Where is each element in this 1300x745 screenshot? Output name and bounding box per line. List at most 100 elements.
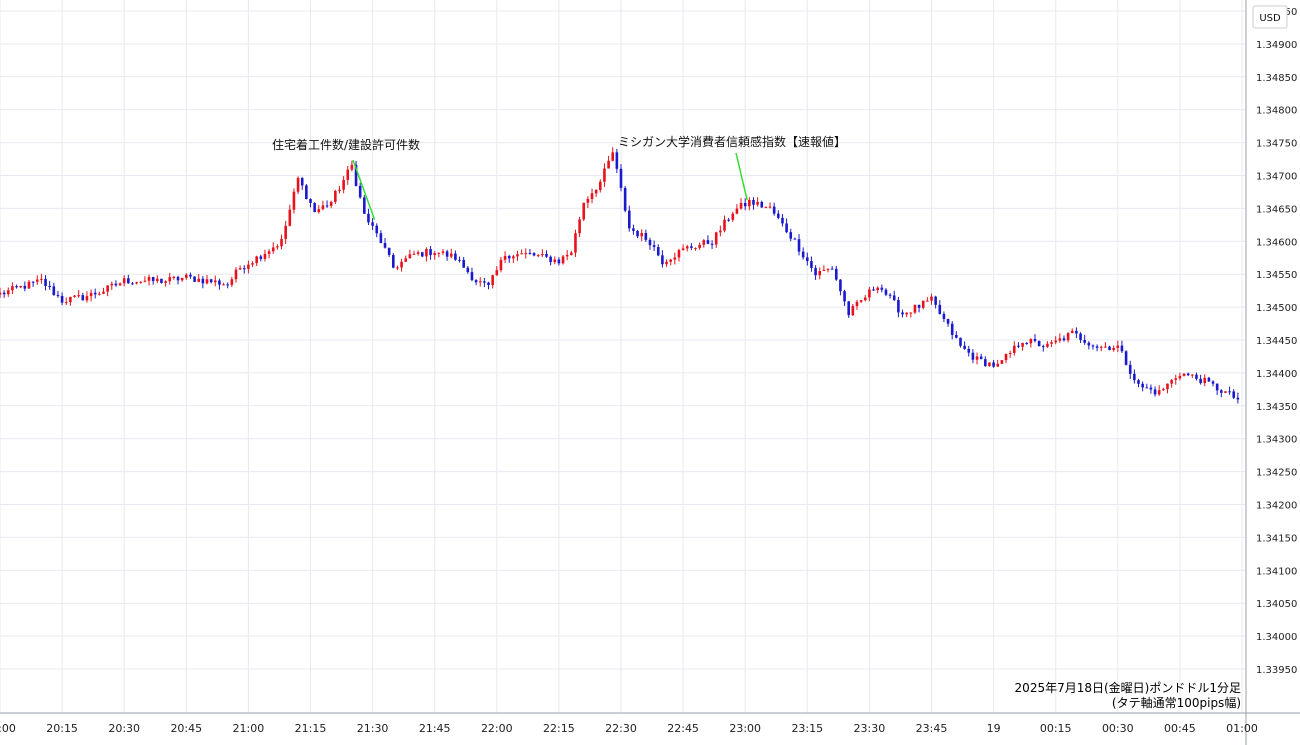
chart-caption-line1: 2025年7月18日(金曜日)ポンドドル1分足 bbox=[1015, 680, 1241, 695]
candle-body bbox=[950, 323, 954, 335]
candle-body bbox=[358, 185, 362, 198]
candle-body bbox=[1162, 389, 1165, 391]
candle-body bbox=[656, 247, 660, 256]
candle-body bbox=[44, 278, 47, 287]
candle-body bbox=[984, 359, 987, 367]
candle-body bbox=[288, 209, 292, 226]
candle-body bbox=[946, 318, 950, 324]
candle-body bbox=[669, 259, 672, 262]
candle-body bbox=[781, 217, 784, 224]
candles bbox=[0, 147, 1240, 404]
candle-body bbox=[938, 304, 942, 314]
candle-body bbox=[901, 312, 904, 315]
chart-caption-line2: (タテ軸通常100pips幅) bbox=[1112, 695, 1241, 710]
candle-body bbox=[160, 278, 163, 283]
candle-body bbox=[1095, 346, 1099, 348]
candle-body bbox=[880, 287, 884, 290]
candle-body bbox=[292, 191, 296, 210]
candle-body bbox=[814, 267, 817, 276]
candle-body bbox=[1075, 330, 1078, 334]
candle-body bbox=[334, 190, 337, 202]
candle-body bbox=[797, 239, 801, 252]
candle-body bbox=[512, 256, 515, 259]
candle-body bbox=[27, 281, 31, 289]
candle-body bbox=[118, 283, 122, 286]
candle-body bbox=[603, 168, 606, 182]
candle-body bbox=[557, 259, 561, 264]
x-tick-label: 20:30 bbox=[108, 722, 140, 735]
candle-body bbox=[1182, 373, 1186, 376]
candle-body bbox=[1033, 338, 1037, 341]
candle-body bbox=[764, 206, 768, 208]
candle-body bbox=[131, 283, 134, 285]
y-tick-label: 1.34100 bbox=[1256, 566, 1297, 577]
candle-body bbox=[975, 356, 979, 360]
candle-body bbox=[611, 152, 615, 161]
candle-body bbox=[197, 278, 201, 282]
candle-body bbox=[230, 279, 234, 285]
candle-body bbox=[499, 259, 503, 271]
candle-body bbox=[110, 283, 114, 286]
x-tick-label: 21:45 bbox=[419, 722, 451, 735]
annotation-pointer bbox=[735, 152, 748, 201]
candle-body bbox=[6, 290, 10, 295]
y-tick-label: 1.34400 bbox=[1256, 369, 1297, 380]
candle-body bbox=[81, 295, 85, 301]
candle-body bbox=[698, 244, 701, 248]
candle-body bbox=[425, 249, 428, 257]
candle-body bbox=[1124, 351, 1128, 365]
candle-body bbox=[350, 164, 354, 170]
candle-body bbox=[60, 295, 64, 303]
candle-body bbox=[739, 203, 743, 209]
candle-body bbox=[0, 292, 2, 295]
candle-body bbox=[1017, 345, 1020, 347]
candle-body bbox=[420, 252, 424, 257]
candle-body bbox=[1066, 333, 1070, 341]
y-tick-label: 1.34600 bbox=[1256, 237, 1297, 248]
candle-body bbox=[193, 276, 196, 282]
candle-body bbox=[363, 197, 366, 214]
candle-body bbox=[756, 201, 759, 205]
currency-badge[interactable] bbox=[1252, 5, 1288, 29]
candle-body bbox=[859, 300, 863, 302]
y-tick-label: 1.34650 bbox=[1256, 204, 1297, 215]
annotation-label: 住宅着工件数/建設許可件数 bbox=[272, 137, 420, 152]
candle-body bbox=[122, 278, 126, 284]
y-tick-label: 1.34250 bbox=[1256, 468, 1297, 479]
candle-body bbox=[507, 255, 511, 259]
candle-body bbox=[284, 225, 287, 239]
candle-body bbox=[503, 255, 507, 260]
x-tick-label: 00:15 bbox=[1040, 722, 1072, 735]
y-tick-label: 1.34750 bbox=[1256, 139, 1297, 150]
candle-body bbox=[2, 292, 6, 295]
candle-body bbox=[487, 282, 490, 286]
y-tick-label: 1.34450 bbox=[1256, 336, 1297, 347]
candle-body bbox=[772, 206, 776, 214]
candle-body bbox=[677, 250, 681, 258]
candle-body bbox=[1145, 387, 1149, 389]
candle-body bbox=[342, 179, 345, 190]
candle-body bbox=[478, 281, 482, 283]
candle-body bbox=[806, 257, 809, 262]
candle-body bbox=[392, 254, 395, 268]
candle-body bbox=[607, 160, 610, 169]
candle-body bbox=[888, 294, 892, 296]
candle-body bbox=[238, 268, 242, 270]
candle-body bbox=[1149, 387, 1153, 390]
candle-body bbox=[412, 253, 416, 255]
candle-body bbox=[843, 291, 846, 302]
candle-body bbox=[371, 222, 374, 226]
candle-body bbox=[826, 268, 830, 270]
candle-body bbox=[64, 302, 68, 304]
candle-body bbox=[164, 281, 167, 283]
candle-body bbox=[839, 279, 842, 292]
candle-body bbox=[553, 259, 557, 263]
x-tick-label: 22:00 bbox=[481, 722, 513, 735]
candle-body bbox=[1099, 346, 1103, 348]
candle-body bbox=[921, 300, 925, 308]
candle-body bbox=[619, 168, 623, 188]
candle-body bbox=[1211, 381, 1215, 384]
candle-body bbox=[706, 240, 710, 244]
candle-body bbox=[404, 258, 408, 262]
annotation-pointer bbox=[352, 159, 376, 220]
